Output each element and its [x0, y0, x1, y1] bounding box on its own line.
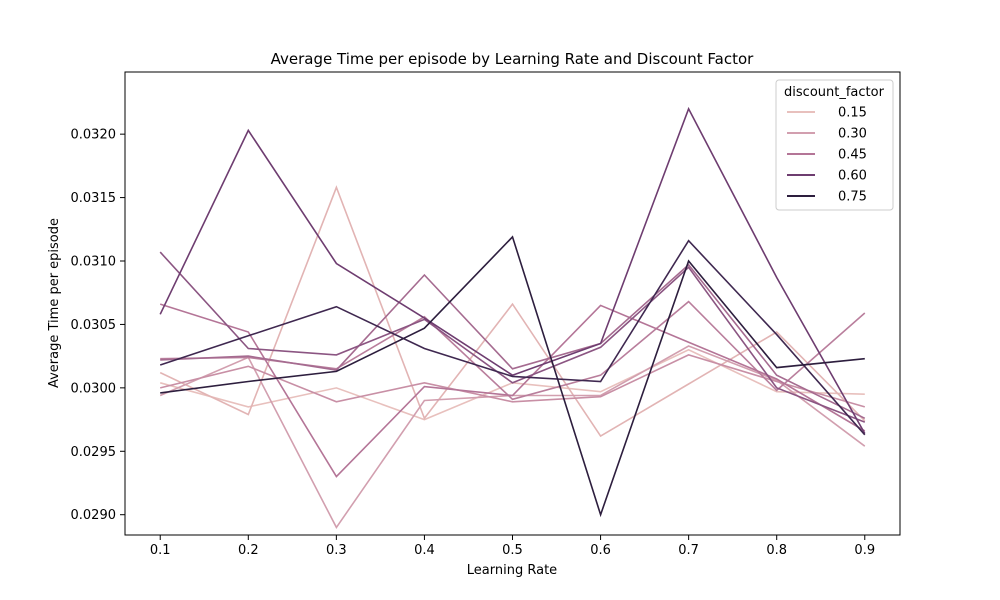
legend-label: 0.30: [838, 127, 867, 142]
y-axis-label: Average Time per episode: [47, 218, 62, 388]
y-tick-label: 0.0300: [71, 381, 117, 396]
y-tick-label: 0.0290: [71, 508, 117, 523]
series-line-0-45: [159, 303, 866, 478]
y-tick-label: 0.0315: [71, 191, 117, 206]
series-line-0-45: [160, 263, 866, 420]
chart-title: Average Time per episode by Learning Rat…: [271, 50, 755, 68]
x-tick-label: 0.6: [590, 543, 611, 558]
x-axis: 0.1 0.2 0.3 0.4 0.5 0.6 0.7 0.8 0.9: [150, 535, 875, 558]
legend-title: discount_factor: [784, 85, 885, 100]
legend-label: 0.45: [838, 148, 867, 163]
series-line-0-75: [159, 239, 866, 436]
y-tick-label: 0.0295: [71, 445, 117, 460]
legend-label: 0.15: [838, 106, 867, 121]
y-tick-label: 0.0305: [71, 318, 117, 333]
x-axis-label: Learning Rate: [467, 563, 557, 578]
y-axis: 0.0290 0.0295 0.0300 0.0305 0.0310 0.0315 0.03…: [71, 128, 125, 523]
y-tick-label: 0.0310: [71, 255, 117, 270]
x-tick-label: 0.2: [238, 543, 259, 558]
series-line-0-75: [160, 235, 865, 518]
series-lines: [159, 106, 866, 529]
series-line-0-60: [159, 106, 866, 434]
x-tick-label: 0.1: [150, 543, 171, 558]
series-line-0-60: [159, 251, 866, 423]
x-tick-label: 0.3: [326, 543, 347, 558]
legend-items: 0.15 0.30 0.45 0.60 0.75: [787, 106, 867, 205]
x-tick-label: 0.7: [678, 543, 699, 558]
legend-label: 0.75: [838, 190, 867, 205]
series-line-0-15: [159, 185, 866, 438]
x-tick-label: 0.9: [854, 543, 875, 558]
x-tick-label: 0.5: [502, 543, 523, 558]
x-tick-label: 0.4: [414, 543, 435, 558]
legend-label: 0.60: [838, 169, 867, 184]
legend: discount_factor 0.15 0.30 0.45 0.60 0.75: [775, 79, 894, 211]
y-tick-label: 0.0320: [71, 128, 117, 143]
x-tick-label: 0.8: [766, 543, 787, 558]
